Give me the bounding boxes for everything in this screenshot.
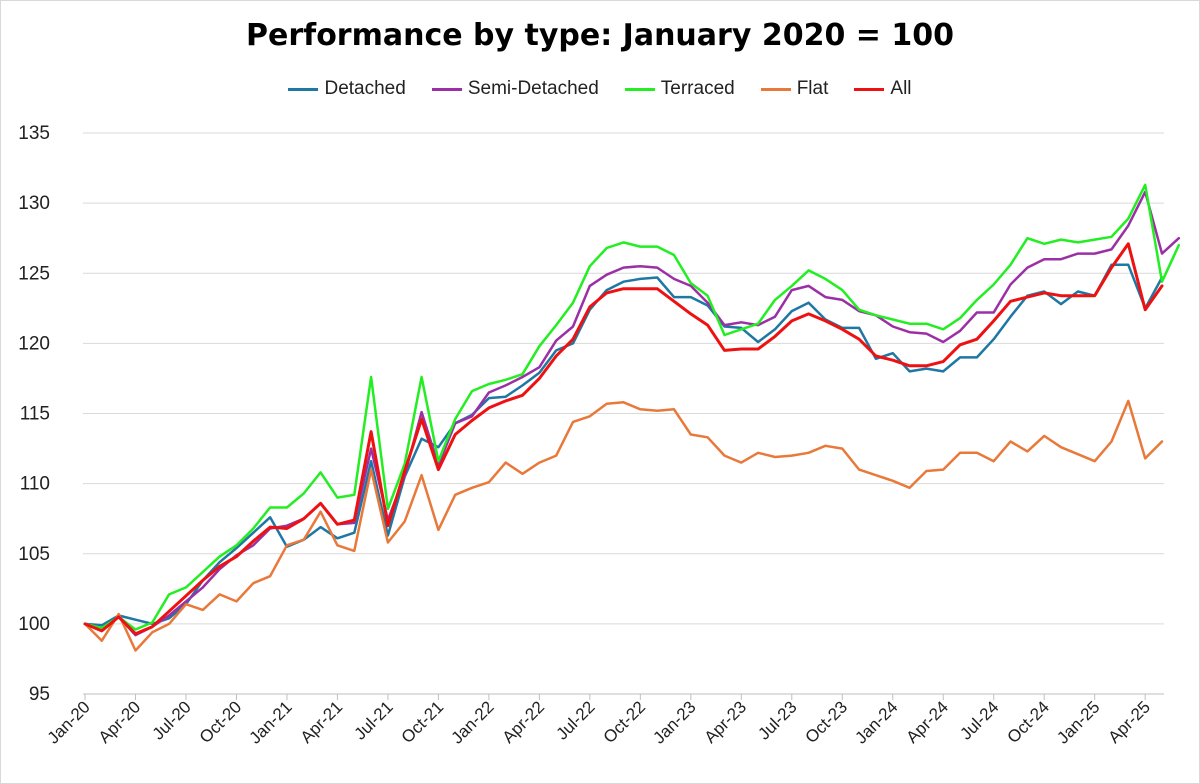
x-tick-label: Jan-24 — [851, 697, 901, 747]
y-tick-label: 120 — [18, 333, 50, 354]
x-tick-label: Oct-21 — [398, 697, 448, 747]
x-tick-label: Oct-23 — [802, 697, 852, 747]
legend-swatch — [854, 87, 885, 91]
x-tick-label: Apr-23 — [701, 697, 751, 747]
x-tick-label: Jan-20 — [44, 697, 94, 747]
x-tick-label: Oct-20 — [196, 697, 246, 747]
chart-legend: Detached Semi-Detached Terraced Flat All — [0, 78, 1200, 100]
x-tick-label: Oct-22 — [600, 697, 650, 747]
legend-item-terraced: Terraced — [624, 78, 735, 100]
chart-title: Performance by type: January 2020 = 100 — [246, 18, 954, 53]
legend-item-all: All — [854, 78, 912, 100]
x-tick-label: Apr-24 — [903, 697, 953, 747]
series-line-terraced — [83, 183, 1181, 631]
x-tick-label: Jul-23 — [754, 697, 800, 743]
y-tick-label: 115 — [20, 404, 50, 425]
x-tick-label: Jan-21 — [246, 697, 296, 747]
legend-label: All — [890, 78, 912, 99]
legend-swatch — [624, 87, 655, 91]
x-tick-label: Apr-25 — [1104, 697, 1154, 747]
legend-label: Flat — [796, 78, 829, 99]
legend-item-semi-detached: Semi-Detached — [431, 78, 599, 100]
legend-label: Semi-Detached — [467, 78, 599, 99]
x-tick-label: Jan-22 — [448, 697, 498, 747]
x-tick-label: Jul-24 — [956, 697, 1002, 743]
x-tick-label: Jan-23 — [649, 697, 699, 747]
y-tick-label: 100 — [18, 614, 50, 635]
y-tick-label: 110 — [20, 474, 50, 495]
series-line-flat — [83, 399, 1164, 652]
x-tick-label: Oct-24 — [1004, 697, 1054, 747]
legend-swatch — [431, 87, 462, 91]
legend-label: Terraced — [660, 78, 735, 99]
y-tick-label: 95 — [29, 684, 50, 705]
x-tick-label: Jul-22 — [552, 697, 598, 743]
legend-item-flat: Flat — [760, 78, 829, 100]
y-tick-label: 125 — [18, 263, 50, 284]
legend-swatch — [760, 87, 791, 91]
x-tick-label: Jan-25 — [1053, 697, 1103, 747]
series-line-detached — [83, 263, 1164, 627]
y-tick-label: 130 — [18, 193, 50, 214]
x-tick-label: Jul-20 — [149, 697, 195, 743]
y-tick-label: 105 — [18, 544, 50, 565]
x-tick-label: Apr-20 — [95, 697, 145, 747]
y-tick-label: 135 — [18, 123, 50, 144]
x-tick-label: Apr-22 — [499, 697, 549, 747]
legend-item-detached: Detached — [288, 78, 406, 100]
x-tick-label: Apr-21 — [297, 697, 347, 747]
x-tick-label: Jul-21 — [351, 697, 397, 743]
legend-label: Detached — [324, 78, 406, 99]
series-line-all — [83, 242, 1164, 636]
legend-swatch — [288, 87, 319, 91]
